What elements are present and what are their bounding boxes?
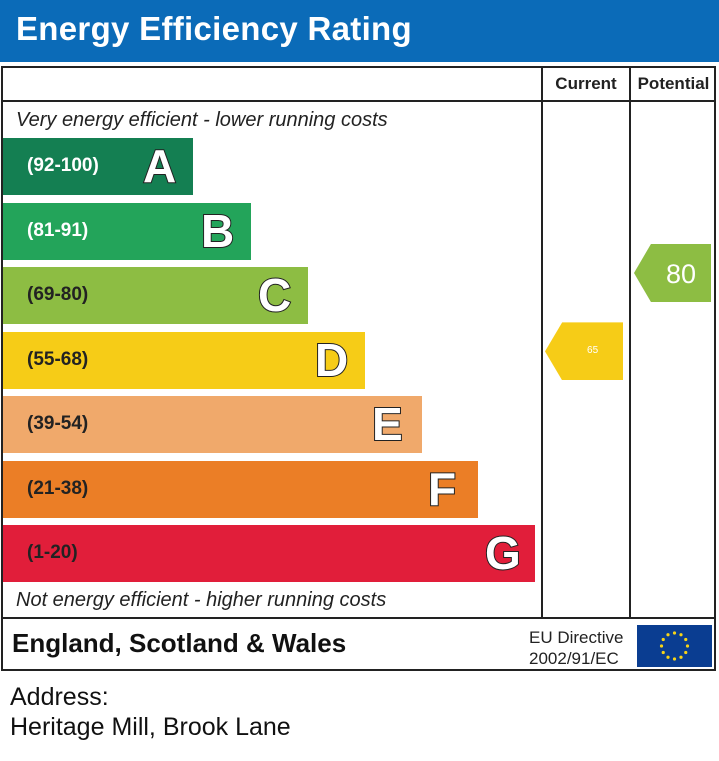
band-letter: B: [200, 204, 235, 258]
eu-star-icon: [684, 650, 688, 655]
column-header-current: Current: [555, 74, 617, 93]
band-d: (55-68) D: [3, 331, 365, 389]
caption-bottom: Not energy efficient - higher running co…: [16, 589, 387, 611]
band-a: (92-100) A: [3, 138, 193, 195]
band-letter: F: [427, 462, 457, 516]
caption-top: Very energy efficient - lower running co…: [16, 109, 388, 131]
address-label: Address:: [10, 683, 109, 711]
eu-flag-icon: [637, 625, 712, 667]
region-label: England, Scotland & Wales: [12, 628, 347, 658]
band-range-label: (21-38): [27, 477, 89, 499]
eu-star-icon: [679, 655, 683, 659]
band-letter: A: [142, 139, 177, 193]
band-e: (39-54) E: [3, 396, 422, 453]
eu-star-icon: [661, 637, 665, 642]
divider-potential: [629, 66, 631, 619]
band-letter: E: [371, 397, 404, 451]
eu-directive-line2: 2002/91/EC: [529, 649, 619, 668]
eu-directive: EU Directive 2002/91/EC: [529, 627, 623, 669]
band-range-label: (92-100): [27, 155, 99, 176]
eu-star-icon: [661, 650, 665, 655]
address-value: Heritage Mill, Brook Lane: [10, 713, 291, 741]
header-row-divider: [1, 100, 716, 102]
potential-rating-arrow: 80: [634, 244, 711, 302]
column-header-potential: Potential: [637, 74, 710, 93]
potential-rating-arrow-value: 80: [665, 258, 696, 289]
band-letter: D: [314, 333, 349, 387]
chart-frame: [1, 66, 716, 671]
current-rating-arrow: 65: [545, 322, 623, 381]
band-range-label: (1-20): [27, 542, 78, 563]
eu-star-icon: [666, 633, 670, 637]
eu-star-icon: [672, 631, 677, 635]
band-range-label: (81-91): [27, 219, 89, 241]
band-f: (21-38) F: [3, 460, 478, 518]
eu-star-icon: [679, 633, 683, 637]
band-range-label: (39-54): [27, 413, 89, 434]
current-rating-arrow-value: 65: [587, 345, 599, 357]
eu-star-icon: [659, 644, 664, 648]
band-range-label: (69-80): [27, 284, 89, 305]
band-range-label: (55-68): [27, 348, 89, 370]
eu-star-icon: [685, 644, 690, 648]
band-c: (69-80) C: [3, 267, 308, 324]
header-bar: Energy Efficiency Rating: [0, 0, 719, 62]
band-letter: C: [257, 268, 292, 322]
eu-star-icon: [672, 657, 677, 661]
eu-star-icon: [684, 637, 688, 642]
footer-divider: [1, 617, 716, 619]
chart-title: Energy Efficiency Rating: [16, 10, 412, 47]
band-letter: G: [484, 526, 522, 580]
band-g: (1-20) G: [3, 525, 535, 582]
eu-star-icon: [666, 655, 670, 659]
divider-current: [541, 66, 543, 619]
eu-directive-line1: EU Directive: [529, 628, 624, 647]
band-b: (81-91) B: [3, 202, 251, 260]
